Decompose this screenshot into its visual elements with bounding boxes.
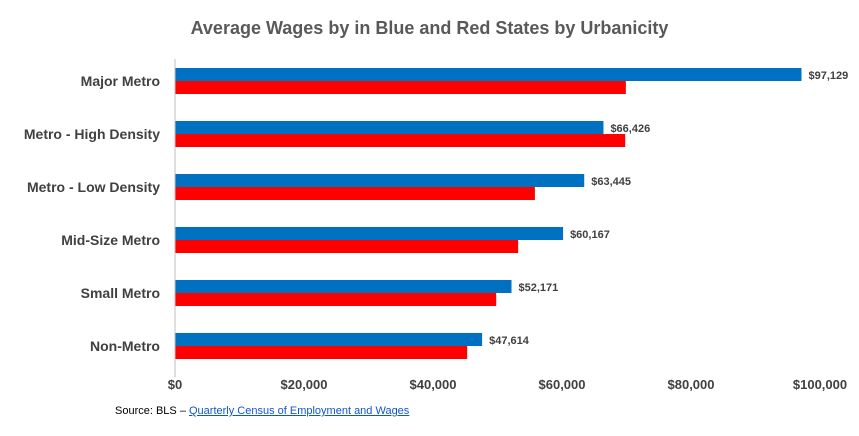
data-label: $52,171 <box>519 282 559 294</box>
red-bar <box>175 240 519 253</box>
blue-bar <box>175 121 604 134</box>
blue-bar <box>175 227 564 240</box>
labels-layer: Major Metro $97,129 Metro - High Density $6… <box>24 70 848 392</box>
red-bar <box>175 346 468 359</box>
red-bar <box>175 134 626 147</box>
x-tick-label: $0 <box>168 377 182 392</box>
blue-bar <box>175 333 483 346</box>
category-label: Mid-Size Metro <box>61 232 160 248</box>
category-label: Major Metro <box>81 73 160 89</box>
source-note: Source: BLS – Quarterly Census of Employ… <box>115 405 409 417</box>
x-tick-label: $60,000 <box>539 377 586 392</box>
red-bar <box>175 187 535 200</box>
blue-bar <box>175 174 585 187</box>
data-label: $97,129 <box>808 70 848 82</box>
category-label: Non-Metro <box>90 338 160 354</box>
x-tick-label: $100,000 <box>793 377 847 392</box>
chart-title: Average Wages by in Blue and Red States … <box>190 18 669 38</box>
blue-bar <box>175 280 512 293</box>
category-label: Small Metro <box>81 285 160 301</box>
data-label: $47,614 <box>489 335 530 347</box>
x-tick-label: $40,000 <box>410 377 457 392</box>
bar-chart: Major Metro $97,129 Metro - High Density $6… <box>24 59 848 392</box>
data-label: $66,426 <box>610 123 650 135</box>
data-label: $60,167 <box>570 229 610 241</box>
source-link[interactable]: Quarterly Census of Employment and Wages <box>189 405 410 417</box>
data-label: $63,445 <box>591 176 631 188</box>
red-bar <box>175 81 626 94</box>
category-label: Metro - Low Density <box>27 179 160 195</box>
red-bar <box>175 293 497 306</box>
category-label: Metro - High Density <box>24 126 160 142</box>
bars-layer <box>175 68 802 359</box>
blue-bar <box>175 68 802 81</box>
x-tick-label: $80,000 <box>668 377 715 392</box>
source-prefix: Source: BLS – <box>115 405 189 417</box>
x-tick-label: $20,000 <box>281 377 328 392</box>
